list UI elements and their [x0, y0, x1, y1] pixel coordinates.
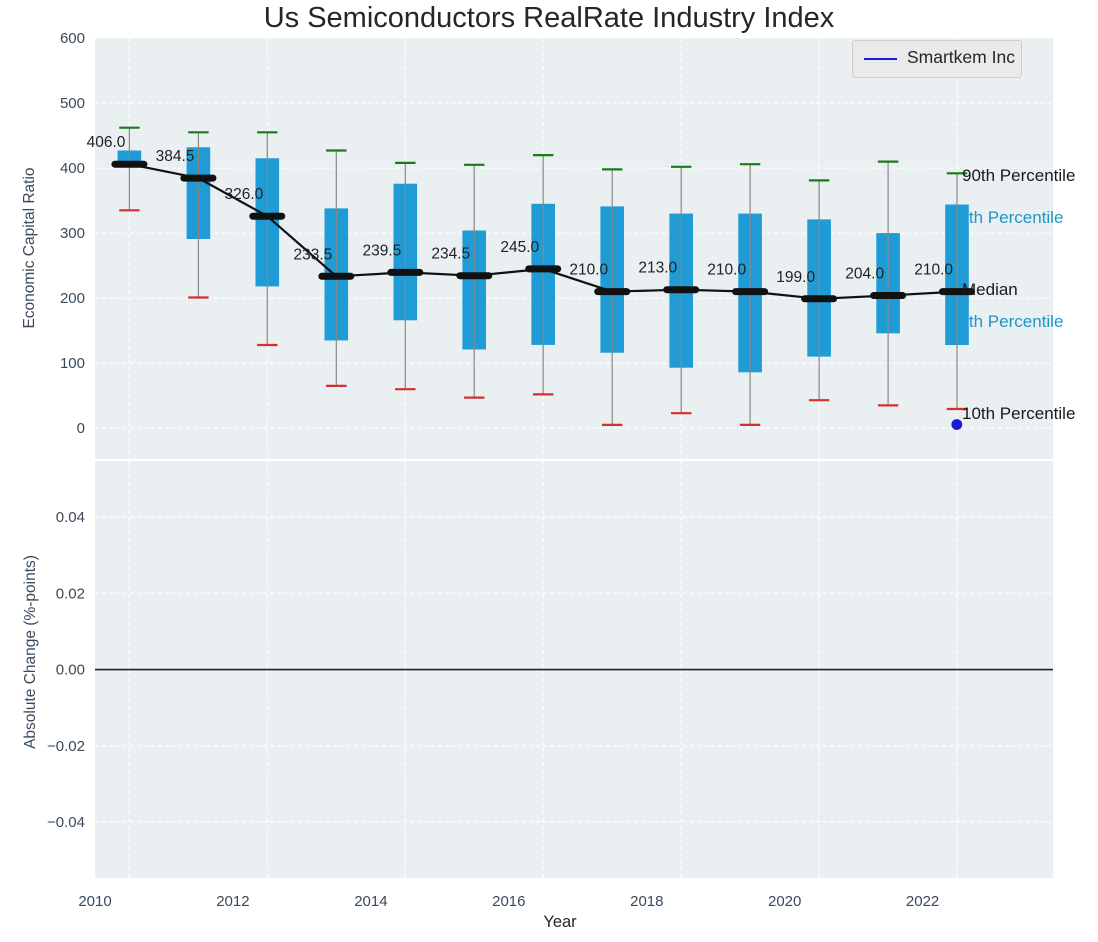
svg-text:210.0: 210.0 — [569, 262, 608, 279]
svg-text:2018: 2018 — [630, 893, 663, 910]
svg-text:233.5: 233.5 — [294, 246, 333, 263]
svg-text:239.5: 239.5 — [363, 242, 402, 259]
svg-text:0: 0 — [77, 420, 85, 437]
svg-text:400: 400 — [60, 160, 85, 177]
svg-text:0.02: 0.02 — [56, 585, 85, 602]
svg-text:300: 300 — [60, 225, 85, 242]
svg-text:326.0: 326.0 — [225, 186, 264, 203]
svg-text:200: 200 — [60, 290, 85, 307]
svg-text:0.04: 0.04 — [56, 509, 85, 526]
svg-text:0.00: 0.00 — [56, 662, 85, 679]
svg-text:234.5: 234.5 — [431, 246, 470, 263]
svg-text:600: 600 — [60, 30, 85, 47]
svg-text:2014: 2014 — [354, 893, 387, 910]
svg-text:−0.02: −0.02 — [47, 738, 85, 755]
svg-text:210.0: 210.0 — [914, 262, 953, 279]
svg-text:204.0: 204.0 — [845, 266, 884, 283]
svg-text:2010: 2010 — [78, 893, 111, 910]
svg-text:199.0: 199.0 — [776, 269, 815, 286]
svg-text:384.5: 384.5 — [156, 148, 195, 165]
svg-text:245.0: 245.0 — [500, 239, 539, 256]
svg-text:406.0: 406.0 — [87, 134, 126, 151]
svg-text:−0.04: −0.04 — [47, 814, 85, 831]
svg-text:2016: 2016 — [492, 893, 525, 910]
svg-text:500: 500 — [60, 95, 85, 112]
svg-text:213.0: 213.0 — [638, 260, 677, 277]
svg-text:2022: 2022 — [906, 893, 939, 910]
svg-text:2012: 2012 — [216, 893, 249, 910]
svg-text:210.0: 210.0 — [707, 262, 746, 279]
svg-text:100: 100 — [60, 355, 85, 372]
svg-text:2020: 2020 — [768, 893, 801, 910]
